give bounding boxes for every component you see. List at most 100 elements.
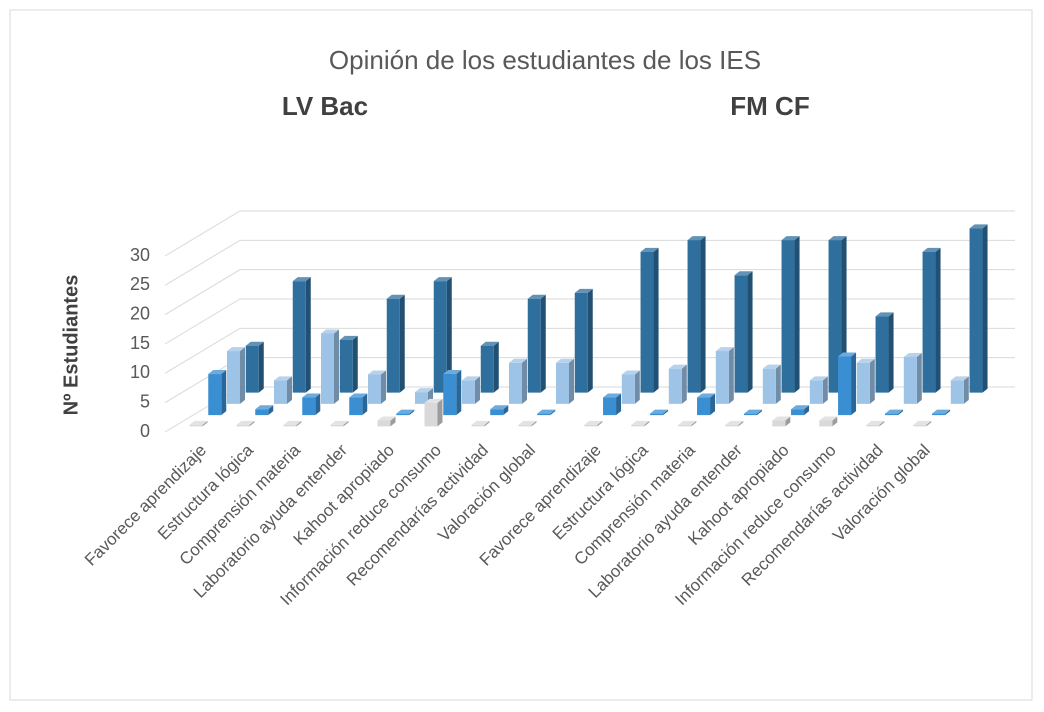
bar-top (527, 294, 546, 299)
bar-top (189, 420, 208, 425)
bar-top (480, 341, 499, 346)
bar-side (785, 416, 791, 427)
bar (396, 413, 410, 416)
bar-side (399, 294, 405, 393)
bar (950, 380, 964, 404)
bar-top (969, 224, 988, 229)
bar (631, 424, 645, 427)
bar (856, 362, 870, 404)
bar (791, 409, 805, 416)
bar (744, 413, 758, 416)
bar (274, 380, 287, 404)
bar-side (644, 420, 650, 427)
bar-top (744, 409, 763, 414)
bar-top (650, 409, 669, 414)
bar (603, 397, 617, 416)
bar (527, 298, 541, 393)
bar-top (621, 370, 640, 375)
bar (584, 424, 598, 427)
bar-top (913, 420, 932, 425)
bar-side (822, 376, 828, 404)
bar-side (569, 358, 574, 404)
bar-top (725, 420, 744, 425)
bar-top (339, 335, 358, 340)
bar-side (935, 247, 941, 393)
bar (227, 351, 240, 404)
bar-top (490, 405, 509, 410)
y-axis-label: Nº Estudiantes (60, 275, 82, 416)
y-tick-label: 5 (140, 391, 150, 411)
bar-top (791, 405, 810, 410)
bar-top (885, 409, 904, 414)
bar-top (537, 409, 556, 414)
y-tick-label: 25 (130, 274, 150, 294)
bar-top (856, 358, 875, 363)
bar-side (738, 420, 744, 427)
bar-top (330, 420, 349, 425)
bar-side (597, 420, 603, 427)
bar-top (734, 271, 753, 276)
bar-side (522, 358, 527, 404)
bar-top (922, 247, 941, 252)
bar (339, 339, 353, 393)
bar (809, 380, 823, 404)
grid-line (164, 269, 1015, 316)
bar (885, 413, 899, 416)
bar-top (903, 352, 922, 357)
bar-top (809, 376, 828, 381)
bar-side (775, 364, 781, 404)
bar-top (875, 312, 894, 317)
bar (245, 345, 259, 393)
bar (781, 240, 795, 393)
bar-side (804, 405, 810, 416)
bar-side (728, 347, 734, 404)
bar (302, 397, 316, 416)
bar-side (381, 370, 386, 404)
bar-top (227, 347, 245, 352)
bar-top (603, 393, 622, 398)
bar-top (302, 393, 321, 398)
bar-side (352, 335, 358, 393)
bar-top (321, 329, 339, 334)
bar-top (283, 420, 302, 425)
bar-top (866, 420, 885, 425)
bar-side (305, 277, 311, 393)
bar-top (640, 247, 659, 252)
grid-line (164, 239, 1015, 286)
bar (556, 362, 569, 404)
bar (480, 345, 494, 393)
bar (621, 374, 635, 404)
bar-side (296, 420, 302, 427)
bar-top (415, 388, 433, 393)
grid-line (164, 327, 1015, 374)
bar (415, 392, 428, 404)
bar-side (258, 341, 264, 393)
bar-side (531, 420, 537, 427)
bar-side (503, 405, 509, 416)
bar (433, 281, 447, 393)
bar-side (446, 277, 452, 393)
bar-top (377, 416, 396, 421)
bar-side (334, 329, 339, 404)
y-tick-label: 10 (130, 362, 150, 382)
bar-side (663, 409, 669, 416)
bar-top (349, 393, 368, 398)
bar (668, 368, 682, 404)
bar-top (715, 347, 734, 352)
bar-top (396, 409, 415, 414)
bar-side (869, 358, 875, 404)
bar (932, 413, 946, 416)
bar-top (471, 420, 490, 425)
bar-side (475, 376, 480, 404)
bar-top (781, 236, 800, 241)
y-tick-label: 20 (130, 303, 150, 323)
bar (650, 413, 664, 416)
bar (462, 380, 475, 404)
bar-side (287, 376, 292, 404)
bar-top (292, 277, 311, 282)
bar-side (409, 409, 415, 416)
bar-side (493, 341, 499, 393)
group-label: LV Bac (282, 91, 368, 121)
bar (377, 420, 391, 427)
